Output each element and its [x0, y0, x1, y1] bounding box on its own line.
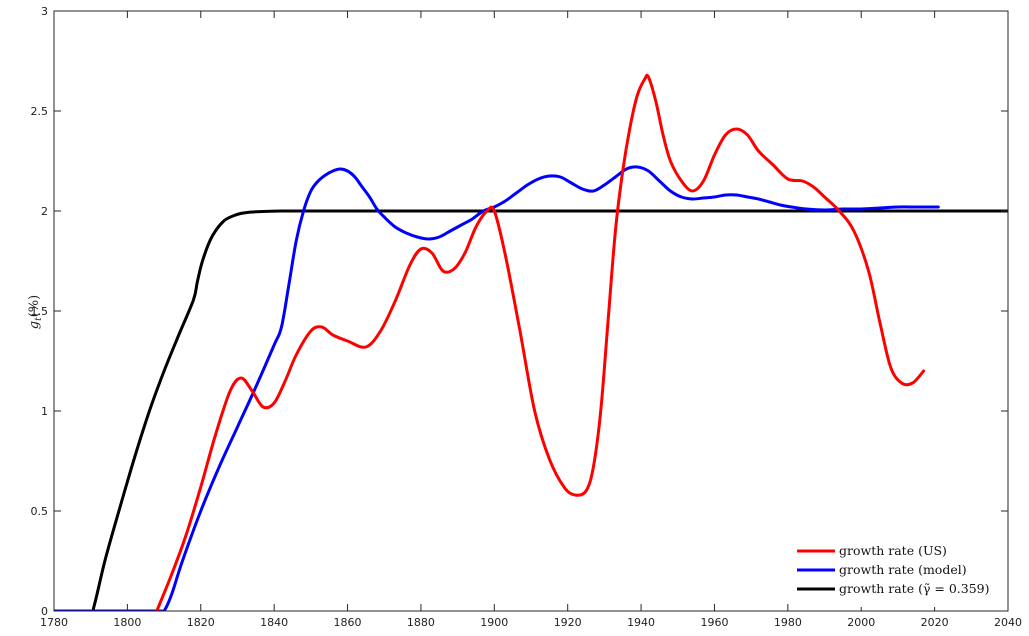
x-tick-label: 2000: [847, 616, 875, 629]
x-tick-label: 1880: [407, 616, 435, 629]
plot-background: [54, 11, 1008, 611]
y-tick-label: 1.5: [31, 305, 49, 318]
x-axis: 1780 1800 1820 1840 1860 1880 1900 1920 1940 1960…: [40, 11, 1022, 629]
legend-label-gamma: growth rate (γ̃ = 0.359): [839, 581, 990, 596]
series-line-gamma: [54, 209, 1008, 611]
y-tick-label: 2: [41, 205, 48, 218]
y-tick-label: 0: [41, 605, 48, 618]
x-tick-label: 1860: [334, 616, 362, 629]
y-tick-label: 3: [41, 5, 48, 18]
legend-label-us: growth rate (US): [839, 543, 947, 558]
x-tick-label: 1800: [113, 616, 141, 629]
x-tick-label: 2040: [994, 616, 1022, 629]
legend-label-model: growth rate (model): [839, 562, 967, 577]
series-layer: [54, 73, 1008, 611]
x-tick-label: 1940: [627, 616, 655, 629]
x-tick-label: 1980: [774, 616, 802, 629]
x-tick-label: 1820: [187, 616, 215, 629]
x-tick-label: 1780: [40, 616, 68, 629]
x-tick-label: 1960: [700, 616, 728, 629]
x-tick-label: 1920: [554, 616, 582, 629]
x-tick-label: 1900: [480, 616, 508, 629]
x-tick-label: 1840: [260, 616, 288, 629]
y-tick-label: 1: [41, 405, 48, 418]
y-tick-label: 2.5: [31, 105, 49, 118]
y-axis: 0 0.5 1 1.5 2 2.5 3: [31, 5, 1008, 618]
legend: growth rate (US) growth rate (model) gro…: [790, 540, 1004, 607]
series-line-us: [155, 73, 926, 611]
y-tick-label: 0.5: [31, 505, 49, 518]
y-axis-label: gt(%): [27, 295, 44, 329]
x-tick-label: 2020: [921, 616, 949, 629]
